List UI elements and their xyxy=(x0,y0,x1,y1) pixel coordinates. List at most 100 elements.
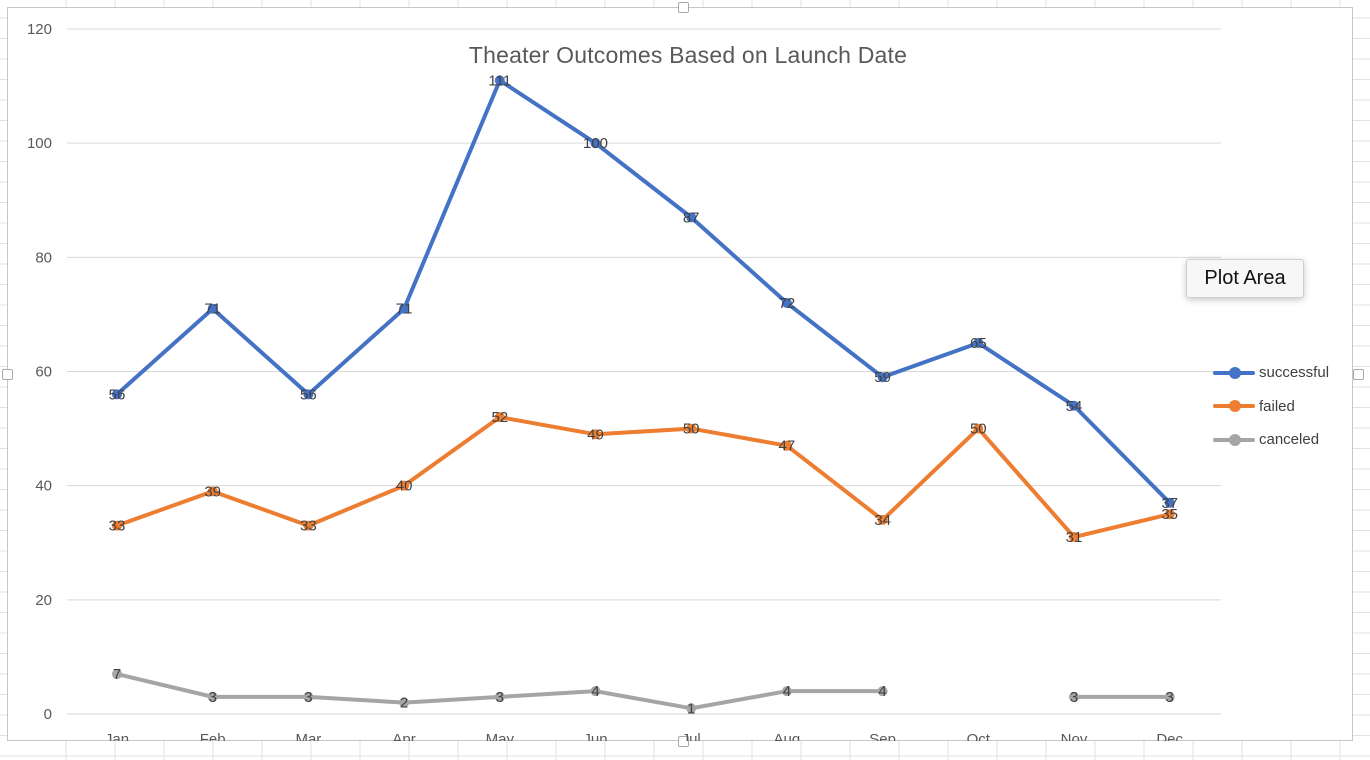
data-point[interactable] xyxy=(494,412,505,423)
data-label: 4 xyxy=(783,683,791,700)
series-line-failed[interactable] xyxy=(115,415,1172,540)
resize-handle-bottom[interactable] xyxy=(678,736,689,747)
data-point[interactable] xyxy=(494,75,505,86)
data-point[interactable] xyxy=(686,423,697,434)
gridlines xyxy=(67,28,1221,715)
data-point[interactable] xyxy=(207,303,218,314)
data-point[interactable] xyxy=(1069,400,1079,411)
plot-area-tooltip: Plot Area xyxy=(1186,259,1304,298)
data-point[interactable] xyxy=(207,691,218,702)
data-point[interactable] xyxy=(1164,691,1175,702)
data-point[interactable] xyxy=(1069,532,1079,543)
data-point[interactable] xyxy=(1069,691,1079,702)
data-point[interactable] xyxy=(590,138,601,149)
data-point[interactable] xyxy=(303,389,314,400)
data-point[interactable] xyxy=(877,372,888,383)
x-tick-label: Jul xyxy=(682,731,701,748)
data-point[interactable] xyxy=(207,486,218,497)
data-label: 50 xyxy=(970,421,987,438)
legend[interactable]: successful failed canceled xyxy=(1212,356,1329,457)
data-point[interactable] xyxy=(303,520,314,531)
data-point[interactable] xyxy=(877,686,888,697)
data-label: 100 xyxy=(583,135,608,152)
data-label: 49 xyxy=(587,426,604,443)
data-point[interactable] xyxy=(973,337,984,348)
x-tick-label: Jan xyxy=(105,731,129,748)
legend-item-successful[interactable]: successful xyxy=(1212,356,1329,390)
data-label: 72 xyxy=(779,295,796,312)
x-tick-label: May xyxy=(486,731,515,748)
data-point[interactable] xyxy=(686,212,697,223)
legend-swatch xyxy=(1212,400,1256,413)
x-tick-label: Sep xyxy=(869,731,896,748)
data-label: 33 xyxy=(109,518,126,535)
x-tick-label: Oct xyxy=(967,731,991,748)
data-label: 35 xyxy=(1161,506,1178,523)
chart-title: Theater Outcomes Based on Launch Date xyxy=(468,42,908,68)
data-label: 52 xyxy=(491,409,508,426)
data-label: 33 xyxy=(300,518,317,535)
data-label: 87 xyxy=(683,209,700,226)
resize-handle-right[interactable] xyxy=(1353,369,1364,380)
data-label: 37 xyxy=(1161,495,1178,512)
data-label: 40 xyxy=(396,478,413,495)
data-point[interactable] xyxy=(781,298,792,308)
x-tick-label: Jun xyxy=(583,731,607,748)
y-tick-label: 20 xyxy=(35,592,52,609)
chart-frame[interactable] xyxy=(7,7,1353,741)
data-point[interactable] xyxy=(399,303,410,314)
data-label: 2 xyxy=(400,695,408,712)
data-point[interactable] xyxy=(1164,509,1175,520)
legend-swatch xyxy=(1212,433,1256,446)
data-point[interactable] xyxy=(781,686,792,697)
data-point[interactable] xyxy=(973,423,984,434)
data-point[interactable] xyxy=(1164,497,1175,508)
legend-label: failed xyxy=(1259,397,1295,415)
y-tick-label: 120 xyxy=(27,21,52,38)
series-line-successful[interactable] xyxy=(115,78,1172,505)
resize-handle-top[interactable] xyxy=(678,2,689,13)
data-label: 31 xyxy=(1066,529,1083,546)
legend-swatch xyxy=(1212,366,1256,379)
data-point[interactable] xyxy=(112,520,122,531)
legend-label: canceled xyxy=(1259,431,1320,449)
data-point[interactable] xyxy=(686,703,697,714)
resize-handle-left[interactable] xyxy=(2,369,13,380)
legend-item-failed[interactable]: failed xyxy=(1212,390,1329,424)
data-label: 54 xyxy=(1066,398,1083,415)
data-point[interactable] xyxy=(303,691,314,702)
data-label: 1 xyxy=(687,700,695,717)
y-tick-label: 100 xyxy=(27,135,52,152)
data-label: 71 xyxy=(204,301,221,318)
data-label: 65 xyxy=(970,335,987,352)
series-failed[interactable]: 33 39 33 40 52 49 50 47 34 50 31 35 xyxy=(109,409,1178,546)
data-point[interactable] xyxy=(781,440,792,451)
data-label: 56 xyxy=(300,386,317,403)
data-point[interactable] xyxy=(877,514,888,525)
data-label: 7 xyxy=(113,666,121,683)
legend-item-canceled[interactable]: canceled xyxy=(1212,423,1329,457)
data-point[interactable] xyxy=(399,697,410,708)
data-label: 3 xyxy=(496,689,504,706)
data-point[interactable] xyxy=(590,686,601,697)
data-point[interactable] xyxy=(494,691,505,702)
data-point[interactable] xyxy=(112,669,122,680)
data-label: 34 xyxy=(874,512,891,529)
data-label: 111 xyxy=(488,72,511,89)
data-label: 3 xyxy=(209,689,217,706)
data-point[interactable] xyxy=(112,389,122,400)
series-canceled[interactable]: 7 3 3 2 3 4 1 4 4 3 3 xyxy=(112,666,1175,717)
data-label: 47 xyxy=(779,438,796,455)
data-label: 4 xyxy=(591,683,599,700)
data-label: 71 xyxy=(396,301,413,318)
series-successful[interactable]: 56 71 56 71 111 100 87 72 59 65 54 37 xyxy=(109,72,1178,511)
x-tick-label: Nov xyxy=(1061,731,1088,748)
x-tick-label: Aug xyxy=(774,731,801,748)
data-point[interactable] xyxy=(399,480,410,491)
data-point[interactable] xyxy=(590,429,601,440)
data-label: 50 xyxy=(683,421,700,438)
x-tick-label: Mar xyxy=(295,731,321,748)
data-label: 59 xyxy=(874,369,891,386)
x-tick-label: Feb xyxy=(200,731,226,748)
